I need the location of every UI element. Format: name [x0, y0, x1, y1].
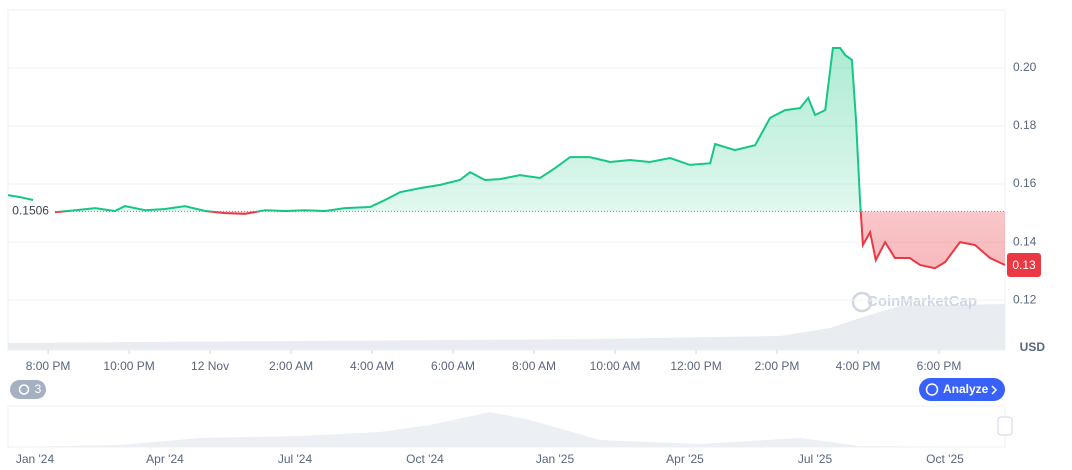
- navigator-label: Apr '24: [146, 452, 184, 466]
- x-tick-label: 2:00 PM: [755, 359, 800, 373]
- navigator-label: Apr '25: [666, 452, 704, 466]
- y-tick-label: 0.14: [1013, 234, 1037, 248]
- y-tick-label: 0.18: [1013, 118, 1037, 132]
- x-tick-label: 8:00 PM: [26, 359, 71, 373]
- price-line: [7, 194, 34, 201]
- reference-label: 0.1506: [12, 204, 49, 218]
- x-tick-label: 6:00 PM: [917, 359, 962, 373]
- watermark: CoinMarketCap: [867, 293, 977, 310]
- history-icon: [18, 384, 30, 395]
- navigator-label: Jul '24: [278, 452, 313, 466]
- history-count: 3: [35, 382, 42, 396]
- price-line: [54, 211, 1006, 270]
- last-price-tag: [1007, 253, 1041, 277]
- x-tick-label: 2:00 AM: [269, 359, 313, 373]
- x-tick-label: 6:00 AM: [431, 359, 475, 373]
- x-tick-label: 12:00 PM: [670, 359, 721, 373]
- x-tick-label: 4:00 PM: [836, 359, 881, 373]
- navigator-label: Jul '25: [798, 452, 833, 466]
- analyze-icon: [925, 383, 939, 396]
- y-tick-label: 0.12: [1013, 292, 1037, 306]
- x-tick-label: 8:00 AM: [512, 359, 556, 373]
- navigator-label: Jan '25: [536, 452, 575, 466]
- x-tick-label: 4:00 AM: [350, 359, 394, 373]
- area-below: [54, 211, 1005, 269]
- y-tick-label: 0.16: [1013, 176, 1037, 190]
- y-tick-label: 0.20: [1013, 60, 1037, 74]
- y-unit: USD: [1020, 340, 1046, 354]
- price-line: [54, 47, 862, 212]
- watermark-logo: [851, 291, 873, 313]
- area-above: [54, 48, 1005, 212]
- navigator-label: Oct '24: [406, 452, 444, 466]
- analyze-chevron: [991, 385, 998, 395]
- analyze-button[interactable]: [919, 378, 1005, 401]
- volume-area: [8, 304, 1005, 350]
- navigator-label: Jan '24: [16, 452, 55, 466]
- last-price-label: 0.13: [1012, 258, 1036, 272]
- x-tick-label: 10:00 AM: [590, 359, 641, 373]
- x-tick-label: 12 Nov: [191, 359, 229, 373]
- navigator-handle[interactable]: [997, 416, 1013, 436]
- navigator-label: Oct '25: [926, 452, 964, 466]
- analyze-label: Analyze: [943, 382, 989, 396]
- x-tick-label: 10:00 PM: [103, 359, 154, 373]
- navigator-area: [8, 412, 1005, 447]
